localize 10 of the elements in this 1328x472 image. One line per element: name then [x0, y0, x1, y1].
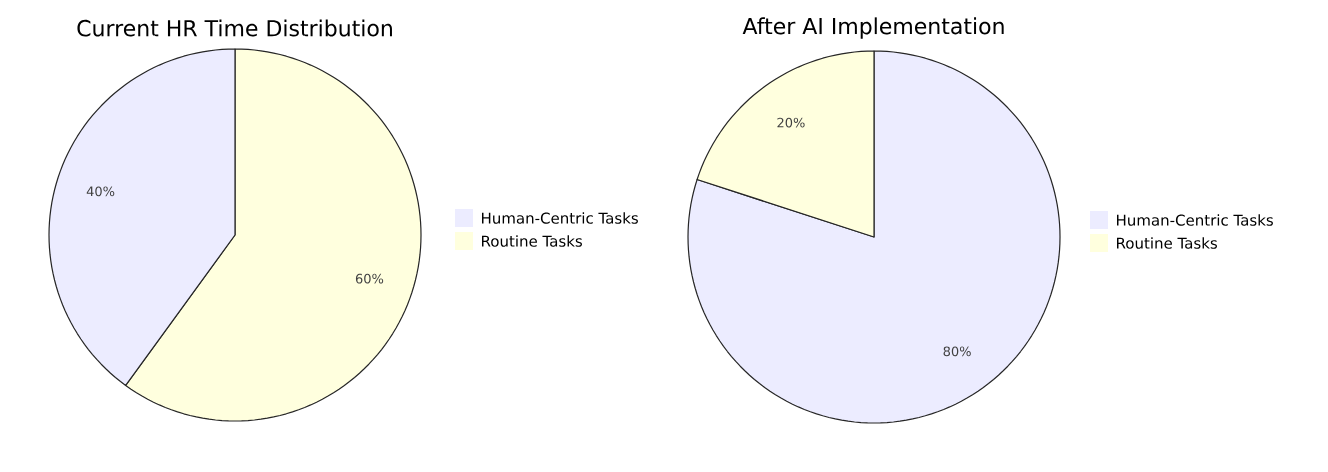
- chart-title: After AI Implementation: [742, 17, 1004, 39]
- data-label: 20%: [777, 117, 805, 128]
- legend-label: Human-Centric Tasks: [482, 212, 638, 224]
- data-label: 80%: [943, 346, 971, 357]
- data-label: 60%: [355, 273, 384, 284]
- legend-label: Human-Centric Tasks: [1117, 214, 1273, 226]
- data-label: 40%: [86, 186, 115, 197]
- chart-title: Current HR Time Distribution: [77, 19, 392, 37]
- legend-label: Routine Tasks: [482, 235, 582, 247]
- legend-label: Routine Tasks: [1117, 237, 1217, 249]
